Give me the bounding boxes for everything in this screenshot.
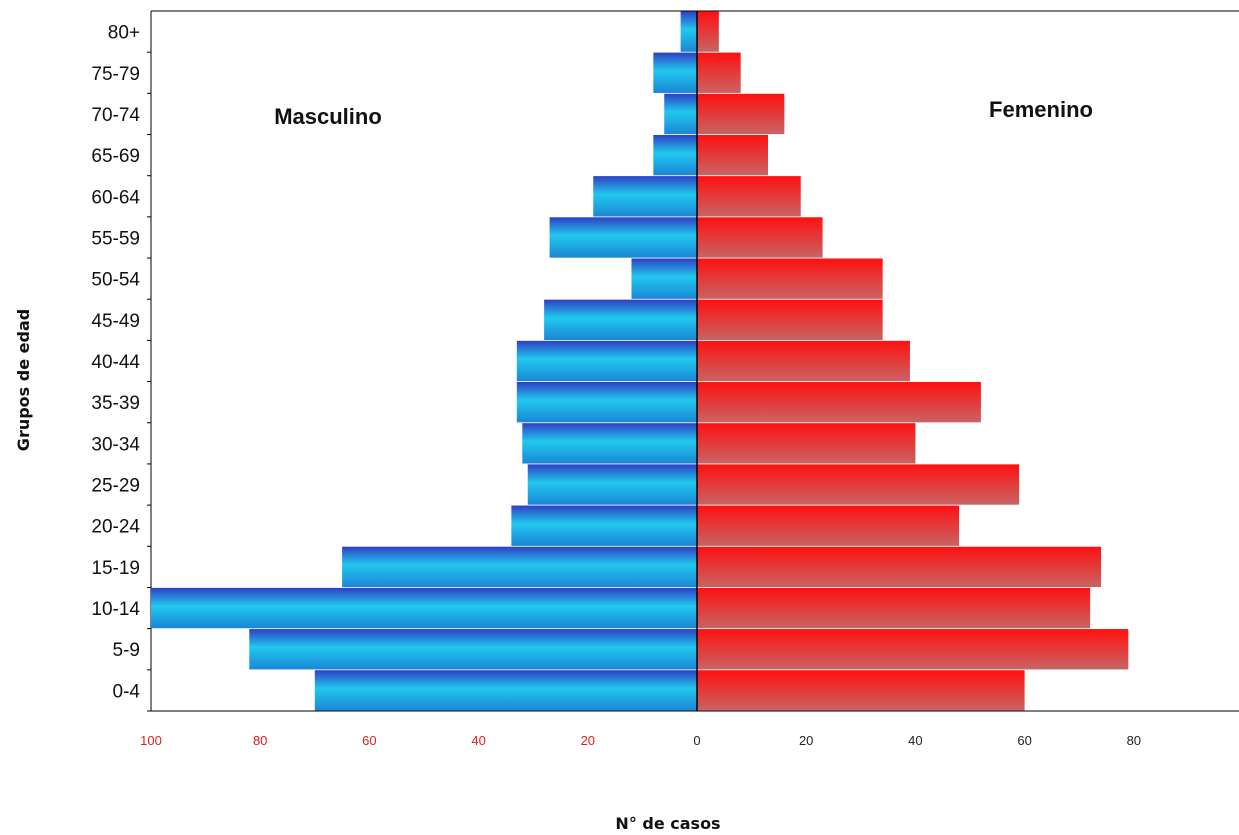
x-tick-label: 20: [581, 733, 595, 748]
bar-male-0-4: [314, 670, 697, 711]
bar-male-70-74: [664, 93, 697, 135]
x-tick-label: 0: [693, 733, 700, 748]
category-label: 5-9: [113, 640, 140, 661]
category-label: 40-44: [91, 352, 140, 373]
x-tick-label: 40: [908, 733, 922, 748]
bar-female-15-19: [697, 546, 1102, 588]
category-label: 35-39: [91, 393, 140, 414]
bar-female-25-29: [697, 464, 1020, 505]
category-label: 60-64: [91, 187, 140, 208]
bar-male-15-19: [342, 546, 697, 588]
category-label: 25-29: [91, 476, 140, 497]
x-tick-label: 100: [140, 733, 162, 748]
male-group-label: Masculino: [274, 104, 382, 129]
category-label: 20-24: [91, 517, 140, 538]
x-tick-label: 60: [1017, 733, 1031, 748]
bar-female-45-49: [697, 299, 883, 340]
bar-male-65-69: [653, 134, 697, 176]
bar-male-80+: [680, 11, 697, 52]
bar-female-55-59: [697, 217, 823, 258]
category-label: 55-59: [91, 228, 140, 249]
category-label: 30-34: [91, 434, 140, 455]
bar-female-40-44: [697, 340, 910, 382]
x-tick-label: 60: [362, 733, 376, 748]
bar-male-75-79: [653, 52, 697, 93]
bar-female-5-9: [697, 629, 1129, 670]
category-label: 10-14: [91, 599, 140, 620]
x-tick-label: 80: [253, 733, 267, 748]
category-label: 70-74: [91, 105, 140, 126]
bar-male-55-59: [549, 217, 697, 258]
bar-female-20-24: [697, 505, 960, 546]
bar-male-45-49: [544, 299, 697, 340]
category-label: 45-49: [91, 311, 140, 332]
bar-male-20-24: [511, 505, 697, 546]
female-group-label: Femenino: [989, 97, 1093, 122]
bar-male-25-29: [527, 464, 697, 505]
bar-male-50-54: [631, 258, 697, 299]
bar-female-65-69: [697, 134, 768, 176]
bar-female-30-34: [697, 423, 916, 464]
bar-female-75-79: [697, 52, 741, 93]
x-tick-label: 80: [1127, 733, 1141, 748]
category-label: 75-79: [91, 64, 140, 85]
bar-male-30-34: [522, 423, 697, 464]
bar-male-40-44: [516, 340, 697, 382]
bar-female-10-14: [697, 587, 1091, 629]
bar-female-35-39: [697, 382, 981, 423]
bar-female-60-64: [697, 176, 801, 217]
category-label: 0-4: [113, 681, 141, 702]
bar-male-5-9: [249, 629, 697, 670]
x-tick-label: 20: [799, 733, 813, 748]
category-label: 50-54: [91, 270, 140, 291]
category-label: 65-69: [91, 146, 140, 167]
bar-female-0-4: [697, 670, 1025, 711]
bar-male-10-14: [151, 587, 697, 629]
bar-female-70-74: [697, 93, 785, 135]
bar-female-50-54: [697, 258, 883, 299]
x-tick-label: 40: [471, 733, 485, 748]
bar-male-60-64: [593, 176, 697, 217]
category-label: 15-19: [91, 558, 140, 579]
bar-male-35-39: [516, 382, 697, 423]
y-axis-title: Grupos de edad: [14, 309, 33, 451]
bar-female-80+: [697, 11, 719, 52]
x-axis-title: N° de casos: [615, 814, 720, 833]
category-label: 80+: [108, 23, 140, 44]
